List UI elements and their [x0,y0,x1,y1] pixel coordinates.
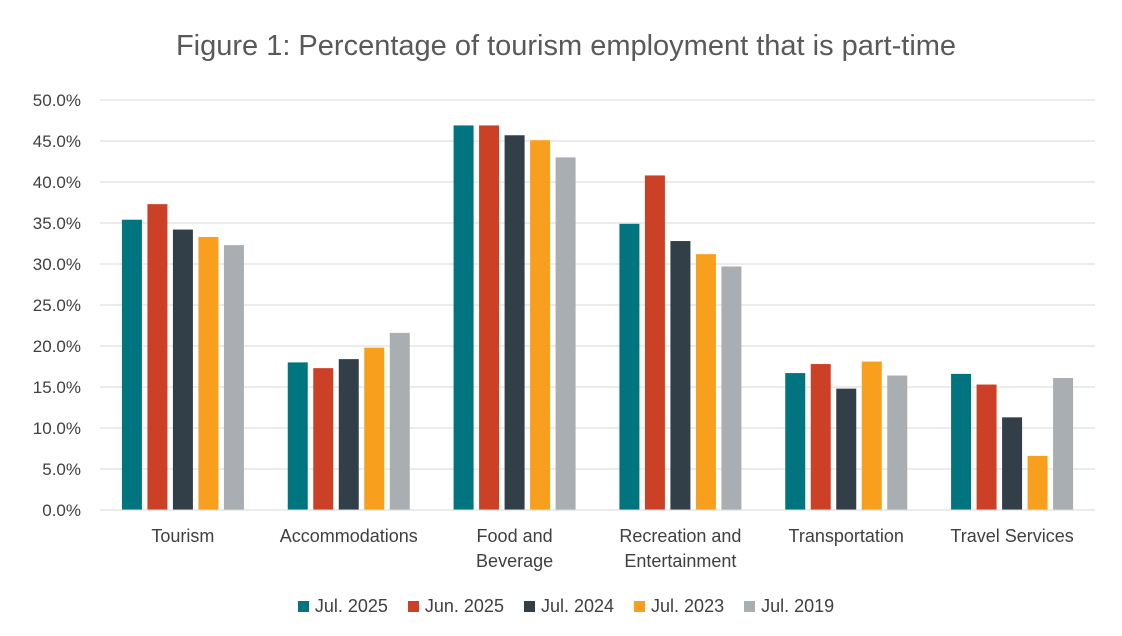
bar [695,254,716,510]
y-tick-label: 45.0% [33,132,81,151]
x-tick-label: Beverage [476,551,553,571]
legend-label: Jul. 2025 [314,596,388,616]
bar [364,347,385,510]
bar [670,241,691,511]
legend-label: Jul. 2023 [651,596,725,616]
y-tick-label: 10.0% [33,419,81,438]
legend-item: Jul. 2025 [297,596,388,617]
bar [861,361,882,510]
bar [530,140,551,510]
legend-item: Jul. 2023 [634,596,724,617]
bar [644,175,665,510]
x-tick-label: Travel Services [950,526,1073,546]
y-tick-label: 25.0% [33,296,81,315]
x-tick-label: Entertainment [624,551,736,571]
bar [951,373,972,510]
chart-legend: Jul. 2025 Jun. 2025 Jul. 2024 Jul. 2023 Jul.… [0,596,1122,617]
bar [198,236,219,510]
bar [1053,377,1074,510]
y-tick-label: 35.0% [33,214,81,233]
bar [887,375,908,510]
bar [619,223,640,510]
y-tick-label: 20.0% [33,337,81,356]
legend-label: Jun. 2025 [424,596,504,616]
bar-chart: 0.0% 5.0% 10.0% 15.0% 20.0% 25.0% 30.0% 35.0% 40… [33,91,1095,571]
bar [121,219,142,510]
bar [836,388,857,510]
bar [147,204,168,510]
bar [504,135,525,510]
bar [313,368,334,510]
legend-item: Jun. 2025 [407,596,504,617]
bar [172,229,193,510]
bar [810,364,831,510]
bar [1027,455,1048,510]
legend-swatch [634,601,646,612]
bar [785,373,806,510]
x-tick-label: Recreation and [619,526,741,546]
bar [555,157,576,510]
legend-item: Jul. 2024 [523,596,615,617]
bar [223,245,244,510]
x-tick-label: Food and [477,526,553,546]
x-tick-label: Accommodations [280,526,418,546]
legend-label: Jul. 2024 [540,596,615,616]
y-tick-label: 50.0% [33,91,81,110]
legend-swatch [407,601,419,612]
y-tick-label: 40.0% [33,173,81,192]
y-tick-label: 30.0% [33,255,81,274]
bar [338,359,359,510]
legend-item: Jul. 2019 [744,596,834,617]
bar [479,125,500,511]
bar [287,362,308,510]
x-tick-label: Transportation [789,526,904,546]
legend-swatch [297,601,309,612]
bar [976,384,997,510]
chart-title: Figure 1: Percentage of tourism employme… [175,30,957,62]
legend-swatch [523,601,535,612]
bar [1002,417,1023,510]
x-tick-label: Tourism [151,526,214,546]
legend-label: Jul. 2019 [761,596,835,616]
y-tick-label: 15.0% [33,378,81,397]
bar [721,266,742,510]
bar [453,125,474,511]
bar [389,332,410,510]
legend-swatch [744,601,756,612]
y-tick-label: 0.0% [42,501,81,520]
y-tick-label: 5.0% [42,460,81,479]
